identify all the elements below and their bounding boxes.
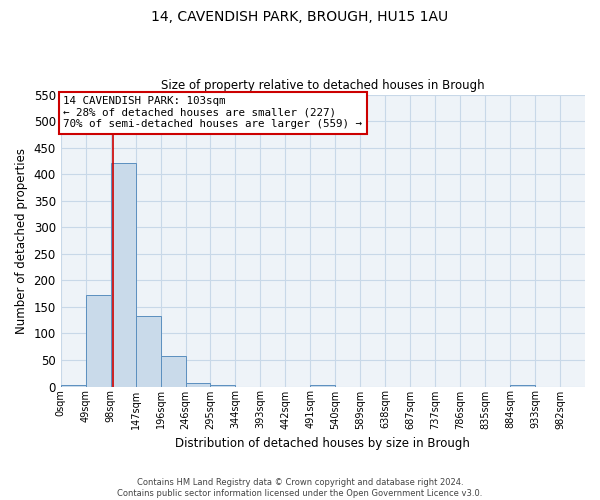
- Text: 14, CAVENDISH PARK, BROUGH, HU15 1AU: 14, CAVENDISH PARK, BROUGH, HU15 1AU: [151, 10, 449, 24]
- Text: Contains HM Land Registry data © Crown copyright and database right 2024.
Contai: Contains HM Land Registry data © Crown c…: [118, 478, 482, 498]
- Text: 14 CAVENDISH PARK: 103sqm
← 28% of detached houses are smaller (227)
70% of semi: 14 CAVENDISH PARK: 103sqm ← 28% of detac…: [63, 96, 362, 129]
- Bar: [110, 163, 136, 386]
- Bar: [211, 385, 235, 386]
- Y-axis label: Number of detached properties: Number of detached properties: [15, 148, 28, 334]
- Bar: [61, 385, 86, 386]
- X-axis label: Distribution of detached houses by size in Brough: Distribution of detached houses by size …: [175, 437, 470, 450]
- Bar: [161, 356, 185, 386]
- Bar: [510, 385, 535, 386]
- Bar: [86, 294, 110, 386]
- Bar: [185, 384, 211, 386]
- Bar: [136, 316, 161, 386]
- Title: Size of property relative to detached houses in Brough: Size of property relative to detached ho…: [161, 79, 485, 92]
- Bar: [310, 385, 335, 386]
